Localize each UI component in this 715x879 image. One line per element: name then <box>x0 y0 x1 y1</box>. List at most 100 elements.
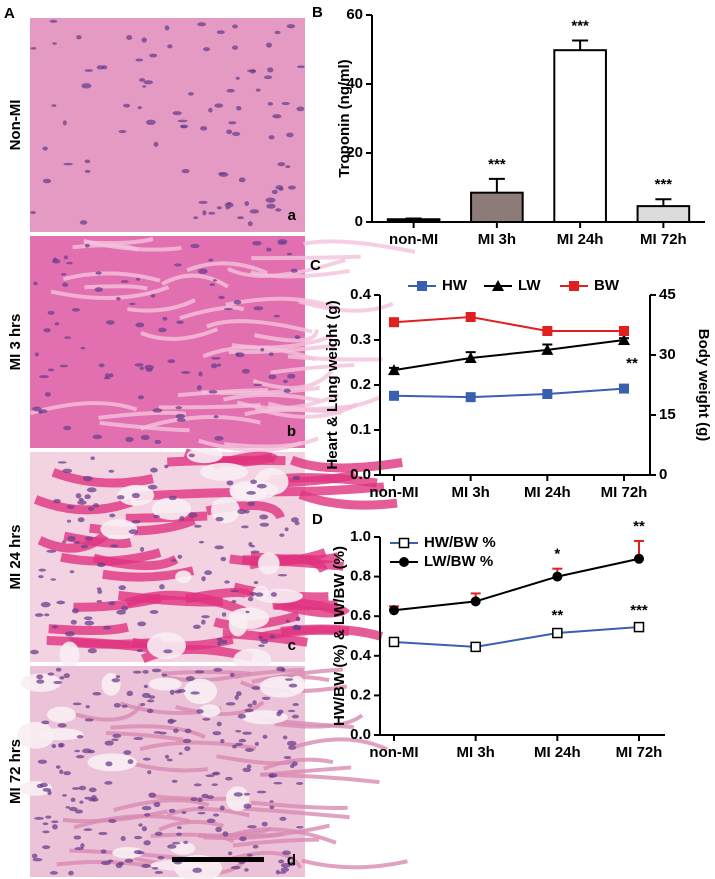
nucleus <box>171 779 178 783</box>
nucleus <box>76 35 82 40</box>
nucleus <box>36 783 44 789</box>
marker <box>388 636 400 648</box>
legend-label: HW <box>442 277 468 294</box>
nucleus <box>242 767 252 773</box>
fiber <box>294 737 388 752</box>
fiber <box>48 622 129 636</box>
marker <box>417 281 427 291</box>
fiber <box>140 415 261 431</box>
fiber <box>253 329 319 343</box>
nucleus <box>56 600 66 605</box>
nucleus <box>221 612 227 617</box>
nucleus <box>52 257 58 262</box>
nucleus <box>41 720 50 725</box>
nucleus <box>36 679 45 684</box>
nucleus <box>208 390 218 394</box>
nucleus <box>32 857 43 862</box>
nucleus <box>86 487 97 493</box>
fiber <box>227 850 303 869</box>
nucleus <box>261 696 271 701</box>
nucleus <box>237 508 247 515</box>
nucleus <box>49 19 58 23</box>
nucleus <box>88 506 95 511</box>
nucleus <box>116 296 121 301</box>
fiber <box>258 625 350 642</box>
nucleus <box>216 721 222 727</box>
nucleus <box>91 795 97 800</box>
nucleus <box>211 357 221 360</box>
nucleus <box>62 120 67 126</box>
nucleus <box>73 835 82 840</box>
nucleus <box>184 728 192 734</box>
nucleus <box>68 870 74 876</box>
blank <box>225 786 250 812</box>
image-label: MI 72 hrs <box>7 739 24 804</box>
nucleus <box>137 621 147 627</box>
nucleus <box>220 639 228 644</box>
fiber <box>84 284 148 291</box>
nucleus <box>63 255 69 260</box>
nucleus <box>131 492 140 499</box>
nucleus <box>284 678 294 681</box>
nucleus <box>144 364 154 370</box>
fiber <box>161 669 252 676</box>
y-tick-label: 0.4 <box>350 286 372 303</box>
nucleus <box>227 851 233 856</box>
image-label: MI 24 hrs <box>7 524 24 589</box>
nucleus <box>251 686 261 690</box>
nucleus <box>87 648 97 654</box>
panel-letter: C <box>310 257 321 274</box>
nucleus <box>279 533 285 537</box>
nucleus <box>235 352 245 358</box>
nucleus <box>177 119 188 123</box>
blank <box>146 632 186 660</box>
nucleus <box>267 102 274 106</box>
nucleus <box>82 748 92 754</box>
fiber <box>62 271 161 283</box>
nucleus <box>173 728 179 733</box>
nucleus <box>267 67 274 73</box>
nucleus <box>209 283 216 287</box>
marker <box>542 326 553 336</box>
nucleus <box>67 535 76 542</box>
blank <box>183 678 218 705</box>
nucleus <box>278 871 287 874</box>
fiber <box>237 806 350 820</box>
nucleus <box>111 738 119 742</box>
blank <box>252 585 270 599</box>
nucleus <box>44 613 50 617</box>
nucleus <box>116 495 125 500</box>
nucleus <box>296 781 304 785</box>
nucleus <box>205 774 215 778</box>
nucleus <box>291 517 299 523</box>
nucleus <box>238 738 247 743</box>
nucleus <box>283 755 292 760</box>
y2-tick-label: 30 <box>659 346 676 363</box>
nucleus <box>70 619 77 625</box>
y-tick-label: 20 <box>346 144 363 161</box>
nucleus <box>82 475 93 482</box>
nucleus <box>75 755 85 759</box>
nucleus <box>150 467 158 473</box>
nucleus <box>42 845 51 850</box>
legend-label: HW/BW % <box>424 534 496 551</box>
nucleus <box>51 743 57 749</box>
nucleus <box>193 216 199 220</box>
nucleus <box>108 469 115 473</box>
nucleus <box>44 392 52 397</box>
nucleus <box>270 592 278 597</box>
nucleus <box>182 738 192 744</box>
nucleus <box>181 811 187 814</box>
fiber <box>175 700 265 716</box>
nucleus <box>127 759 134 765</box>
nucleus <box>58 743 65 748</box>
nucleus <box>241 368 250 374</box>
nucleus <box>63 673 70 679</box>
nucleus <box>275 185 284 190</box>
nucleus <box>64 336 72 339</box>
nucleus <box>65 631 75 637</box>
nucleus <box>128 529 139 535</box>
nucleus <box>268 374 277 380</box>
fiber <box>303 239 416 254</box>
nucleus <box>105 761 113 767</box>
